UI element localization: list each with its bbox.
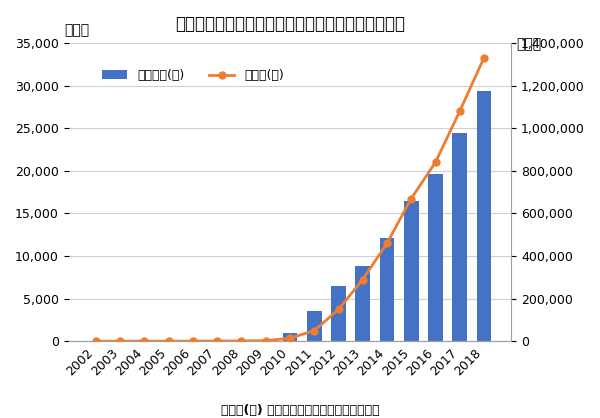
会員数(人) [286,336,293,341]
会員数(人) [141,339,148,344]
会員数(人) [335,307,342,312]
会員数(人) [383,241,391,246]
会員数(人) [311,328,318,333]
Bar [404,201,419,342]
会員数(人) [359,277,367,282]
Y-axis label: （台）: （台） [64,23,89,37]
Bar [428,174,443,342]
Bar [452,133,467,342]
会員数(人) [165,339,172,344]
Text: 出典：(財) 交通エコロジー・モビリティ財団: 出典：(財) 交通エコロジー・モビリティ財団 [221,404,379,417]
Bar [355,266,370,342]
Bar [331,286,346,342]
Bar [283,333,297,342]
Bar [380,238,394,342]
会員数(人) [238,339,245,344]
Legend: 車両台数(台), 会員数(人): 車両台数(台), 会員数(人) [97,64,289,87]
会員数(人) [407,196,415,201]
会員数(人) [262,338,269,343]
Title: 我が国のカーシェアリング車両台数と会員数の推移: 我が国のカーシェアリング車両台数と会員数の推移 [175,15,405,33]
会員数(人) [214,339,221,344]
Bar [307,311,322,342]
Y-axis label: （人）: （人） [516,37,541,51]
会員数(人) [116,339,124,344]
会員数(人) [432,160,439,165]
Bar [477,92,491,342]
会員数(人) [190,339,197,344]
会員数(人) [456,109,463,114]
会員数(人) [92,339,100,344]
会員数(人) [481,55,488,60]
Line: 会員数(人): 会員数(人) [92,54,487,345]
